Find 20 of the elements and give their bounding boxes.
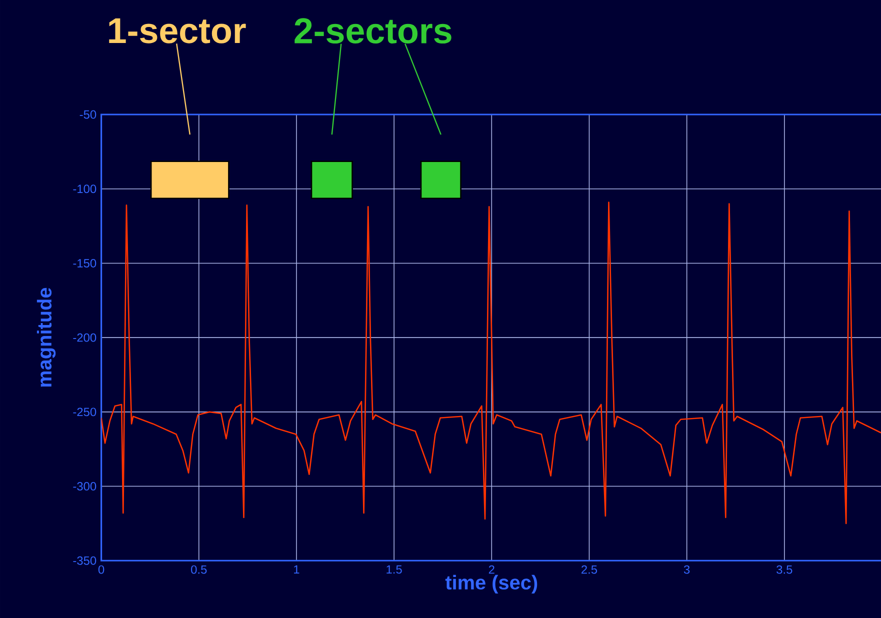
y-tick-label: -350	[73, 556, 96, 565]
x-tick-label: 2	[488, 565, 494, 574]
x-axis-title: time (sec)	[445, 574, 538, 594]
y-tick-label: -300	[73, 482, 96, 490]
y-tick-label: -150	[73, 258, 96, 268]
band-label: 2-sectors	[294, 18, 452, 44]
band-label: 1-sector	[109, 18, 246, 44]
x-tick-label: 3.5	[776, 565, 792, 574]
x-tick-label: 0	[98, 565, 104, 574]
x-tick-label: 3	[684, 565, 690, 574]
y-axis-title: magnitude	[36, 288, 56, 386]
x-tick-label: 1	[294, 565, 300, 574]
x-tick-label: 2.5	[582, 565, 598, 574]
y-tick-label: -50	[80, 110, 96, 119]
x-tick-label: 0.5	[191, 565, 207, 574]
y-tick-label: -200	[73, 333, 96, 342]
line-series	[101, 201, 881, 524]
y-tick-label: -100	[73, 184, 96, 193]
y-tick-label: -250	[73, 408, 96, 416]
x-tick-label: 1.5	[386, 565, 402, 574]
